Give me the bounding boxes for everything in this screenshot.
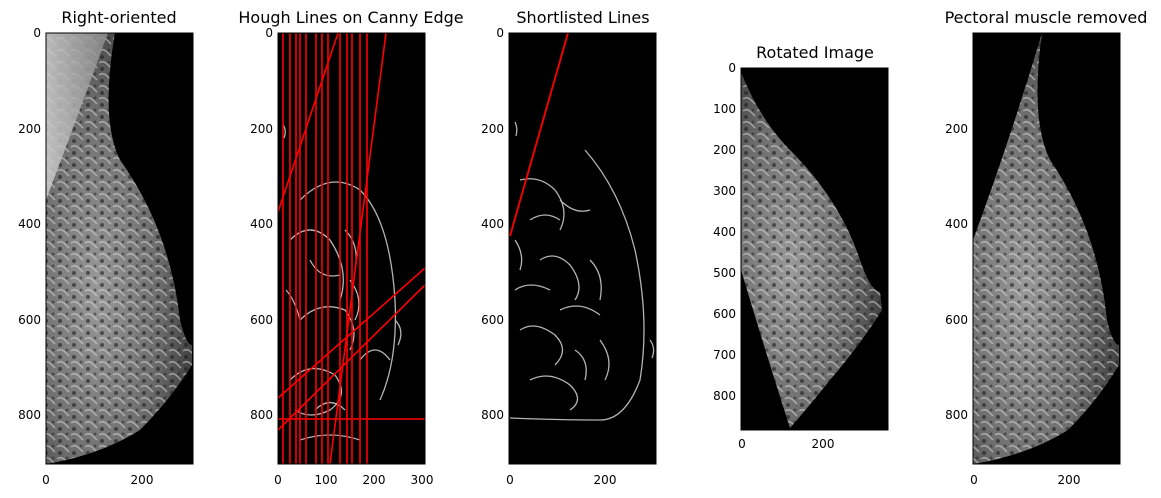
y-tick: 800 — [481, 408, 504, 422]
y-tick: 200 — [250, 122, 273, 136]
panel-title: Pectoral muscle removed — [944, 8, 1148, 27]
y-tick: 600 — [481, 313, 504, 327]
y-tick: 0 — [496, 26, 504, 40]
y-tick: 0 — [265, 26, 273, 40]
x-tick: 0 — [42, 473, 50, 487]
y-tick: 400 — [713, 225, 736, 239]
y-tick: 200 — [713, 143, 736, 157]
y-tick: 200 — [481, 122, 504, 136]
y-tick: 500 — [713, 266, 736, 280]
y-tick: 0 — [33, 26, 41, 40]
y-tick: 800 — [945, 408, 968, 422]
y-tick: 600 — [713, 307, 736, 321]
y-tick: 400 — [250, 217, 273, 231]
x-tick: 300 — [410, 473, 434, 487]
x-tick: 100 — [314, 473, 338, 487]
panel-title: Right-oriented — [61, 8, 177, 27]
x-tick: 200 — [362, 473, 386, 487]
x-tick: 200 — [130, 473, 154, 487]
y-tick: 400 — [945, 217, 968, 231]
panel-title: Shortlisted Lines — [516, 8, 650, 27]
y-tick: 300 — [713, 184, 736, 198]
y-tick: 0 — [728, 61, 736, 75]
y-tick: 600 — [250, 313, 273, 327]
y-tick: 200 — [945, 122, 968, 136]
x-tick: 200 — [593, 473, 617, 487]
y-tick: 200 — [18, 122, 41, 136]
y-tick: 600 — [945, 313, 968, 327]
x-tick: 0 — [738, 437, 746, 451]
y-tick: 700 — [713, 348, 736, 362]
panel-title: Rotated Image — [756, 43, 874, 62]
x-tick: 0 — [274, 473, 282, 487]
y-tick: 600 — [18, 313, 41, 327]
y-tick: 800 — [250, 408, 273, 422]
y-tick: 800 — [713, 389, 736, 403]
x-tick: 0 — [506, 473, 514, 487]
x-tick: 0 — [970, 473, 978, 487]
x-tick: 200 — [1057, 473, 1081, 487]
panel-title: Hough Lines on Canny Edge — [238, 8, 464, 27]
y-tick: 400 — [481, 217, 504, 231]
x-tick: 200 — [811, 437, 835, 451]
y-tick: 400 — [18, 217, 41, 231]
y-tick: 800 — [18, 408, 41, 422]
y-tick: 100 — [713, 102, 736, 116]
